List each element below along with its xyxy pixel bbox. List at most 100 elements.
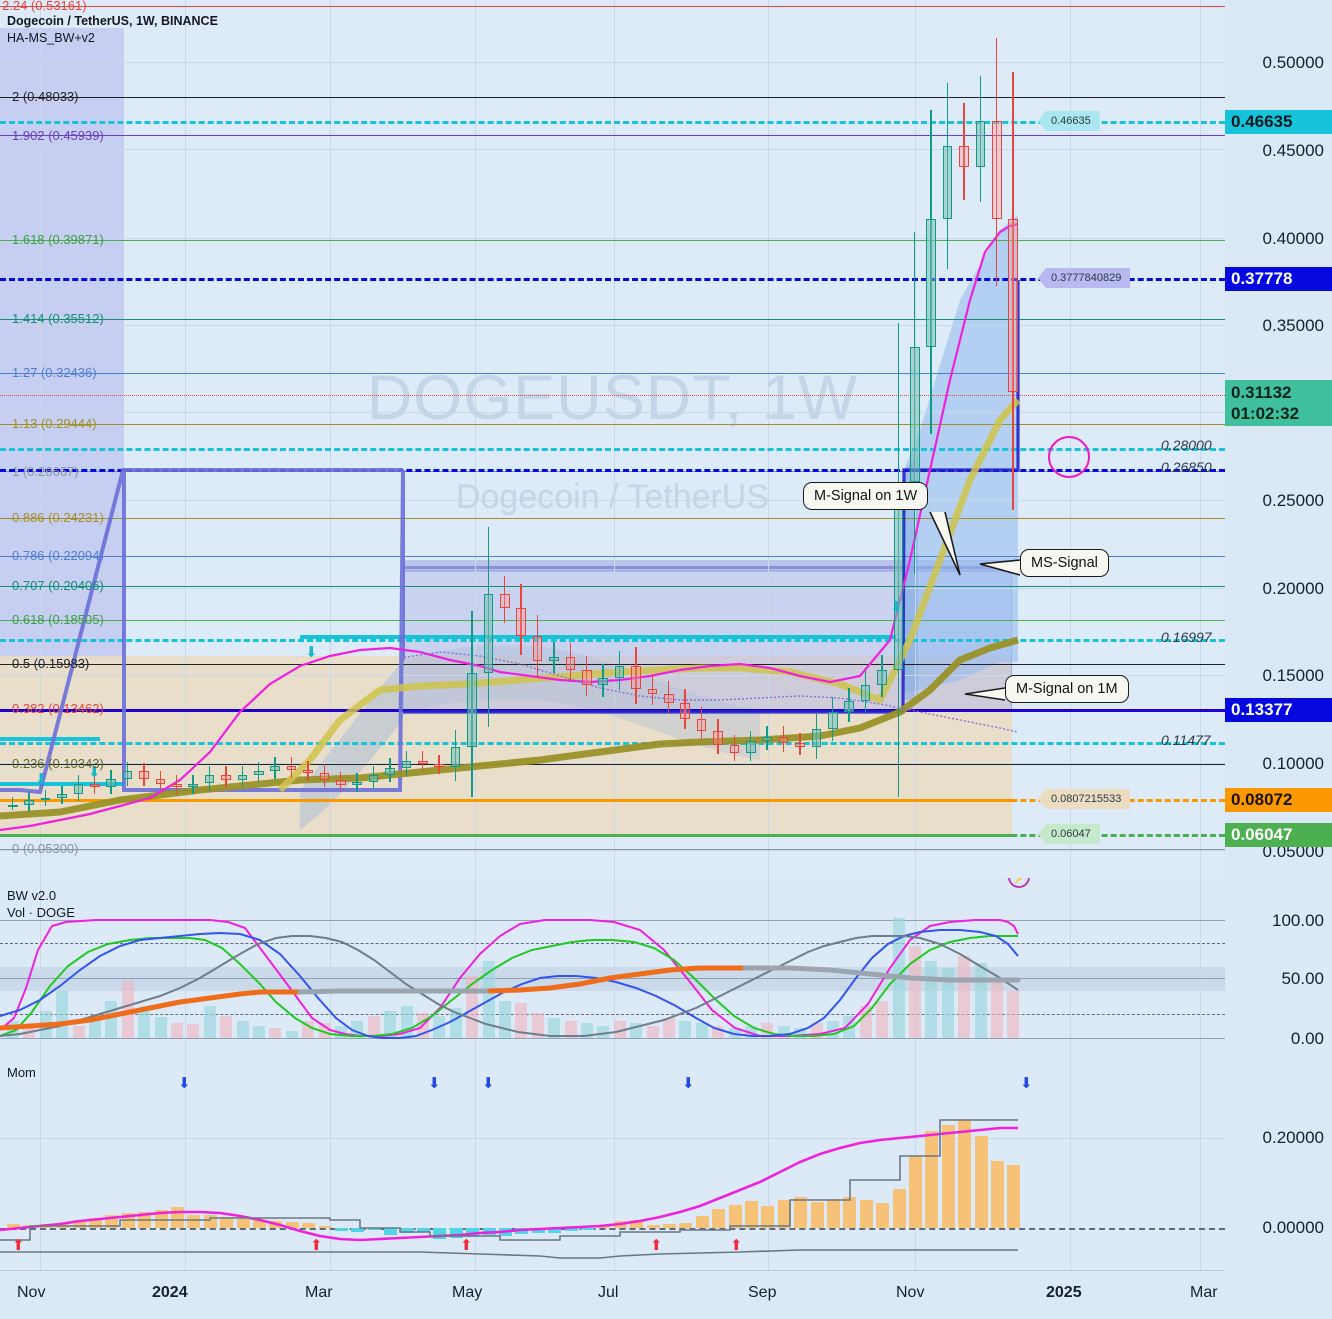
candle-wick [176, 775, 178, 794]
candle-body [664, 694, 674, 703]
price-pane[interactable]: DOGEUSDT, 1W Dogecoin / TetherUS [0, 0, 1332, 878]
mom-legend-title[interactable]: Mom [7, 1065, 36, 1080]
price-axis[interactable]: 0.50000 0.45000 0.40000 0.35000 0.25000 … [1225, 0, 1332, 878]
candle-body [729, 744, 740, 753]
momentum-bar [449, 1228, 463, 1238]
callout-m-signal-1m[interactable]: M-Signal on 1M [1005, 675, 1129, 703]
bw-legend-title[interactable]: BW v2.0 [7, 888, 57, 903]
candle-body [713, 730, 723, 745]
candle-body [828, 711, 838, 730]
fib-line-2.24 [0, 6, 1225, 7]
bw-axis[interactable]: 100.00 50.00 0.00 [1225, 878, 1332, 1060]
fib-line-0.886 [0, 518, 1225, 519]
hgrid [0, 850, 1225, 851]
candle-body [959, 145, 969, 167]
marker-arrow-down: ⬇ [35, 771, 48, 788]
volume-bar [121, 980, 134, 1038]
vgrid [614, 878, 615, 1060]
bw-tick-0: 0.00 [1290, 1029, 1324, 1048]
blue-dashed-0.26850 [0, 469, 1225, 472]
fib-line-0.786 [0, 556, 1225, 557]
fib-line-0.5 [0, 664, 1225, 665]
cyan-dashed-0.46635 [0, 121, 1225, 124]
candle-body [237, 774, 248, 780]
price-plot-area[interactable]: DOGEUSDT, 1W Dogecoin / TetherUS [0, 0, 1225, 878]
momentum-pane[interactable]: ⬇ ⬇ ⬇ ⬇ ⬇ ⬆ ⬆ ⬆ ⬆ ⬆ Mom 0.20000 0.00000 [0, 1060, 1332, 1270]
axis-badge-0.06047: 0.06047 [1225, 823, 1332, 847]
momentum-bar [958, 1120, 972, 1228]
bw-level-20-dashed [0, 1014, 1225, 1015]
fib-label-0: 0 (0.05300) [12, 841, 79, 856]
candle-body [516, 608, 526, 637]
callout-m-signal-1w[interactable]: M-Signal on 1W [803, 482, 929, 510]
candle-body [90, 783, 100, 787]
momentum-bar [564, 1228, 578, 1231]
bw-legend-volume[interactable]: Vol · DOGE [7, 905, 75, 920]
momentum-bar [89, 1218, 102, 1228]
momentum-bar [220, 1217, 234, 1228]
lavender-box [403, 566, 1012, 569]
price-pill-0.06047: 0.06047 [1038, 824, 1100, 844]
mom-tick-0.00000: 0.00000 [1262, 1218, 1324, 1237]
volume-bar [138, 1010, 151, 1038]
chart-symbol-legend[interactable]: Dogecoin / TetherUS, 1W, BINANCE [7, 14, 218, 28]
solid-cyan-segment-a [0, 737, 100, 741]
candle-wick [733, 734, 736, 761]
time-tick-nov: Nov [17, 1284, 46, 1301]
time-axis[interactable]: Nov 2024 Mar May Jul Sep Nov 2025 Mar [0, 1270, 1332, 1319]
volume-bar [564, 1020, 577, 1038]
fib-line-0.707 [0, 586, 1225, 587]
volume-bar [548, 1018, 561, 1038]
bw-gray-thick-line2 [742, 965, 1021, 983]
candle-wick [569, 642, 572, 682]
fib-label-0.886: 0.886 (0.24231) [12, 510, 104, 525]
fib-label-0.786: 0.786 (0.22094) [12, 548, 104, 563]
candle-wick [143, 762, 145, 787]
axis-tick-0.20000: 0.20000 [1262, 579, 1324, 598]
callout-ms-signal[interactable]: MS-Signal [1020, 549, 1109, 577]
candle-wick [159, 770, 162, 791]
mom-axis[interactable]: 0.20000 0.00000 [1225, 1060, 1332, 1270]
vgrid [185, 1060, 186, 1270]
chart-indicator-legend[interactable]: HA-MS_BW+v2 [7, 31, 95, 45]
volume-bar [449, 1008, 462, 1038]
vgrid [768, 1060, 769, 1270]
candle-body [57, 794, 67, 798]
solid-cyan-segment-b [300, 635, 896, 639]
bw-indicator-pane[interactable]: BW v2.0 Vol · DOGE ⚡ 100.00 50.00 0.00 [0, 878, 1332, 1060]
candle-body [582, 669, 592, 686]
cyan-dashed-0.11477 [0, 742, 1225, 745]
mom-zero-dashed [0, 1228, 1225, 1230]
time-tick-2025: 2025 [1046, 1284, 1082, 1301]
hgrid [0, 588, 1225, 589]
volume-bar [646, 1025, 659, 1038]
mom-plot-area[interactable]: ⬇ ⬇ ⬇ ⬇ ⬇ ⬆ ⬆ ⬆ ⬆ ⬆ Mom [0, 1060, 1225, 1270]
fib-label-0.382: 0.382 (0.13462) [12, 701, 104, 716]
candle-body [467, 673, 477, 747]
momentum-bar [810, 1201, 824, 1228]
candle-body [270, 765, 280, 772]
axis-badge-last-price: 0.31132 01:02:32 [1225, 380, 1332, 426]
momentum-bar [909, 1156, 922, 1228]
candle-body [1008, 219, 1018, 393]
mom-lines [0, 1119, 1018, 1259]
bw-plot-area[interactable]: BW v2.0 Vol · DOGE ⚡ [0, 878, 1225, 1060]
candle-body [204, 774, 215, 784]
momentum-bar [384, 1228, 398, 1236]
time-tick-may: May [452, 1284, 483, 1301]
candle-wick [1012, 72, 1014, 510]
signal-arrow-up: ⬆ [310, 1237, 323, 1254]
bw-orange-line [0, 989, 303, 1031]
candle-body [500, 594, 510, 609]
time-tick-nov2: Nov [896, 1284, 925, 1301]
candle-body [811, 729, 822, 747]
candle-wick [668, 681, 670, 714]
candle-body [24, 800, 34, 805]
volume-bar [72, 1025, 85, 1038]
hgrid [0, 500, 1225, 501]
bw-tick-50: 50.00 [1281, 969, 1324, 988]
candle-body [8, 804, 18, 807]
volume-bar [203, 1005, 216, 1038]
candle-body [877, 669, 887, 686]
time-tick-2024: 2024 [152, 1284, 188, 1301]
